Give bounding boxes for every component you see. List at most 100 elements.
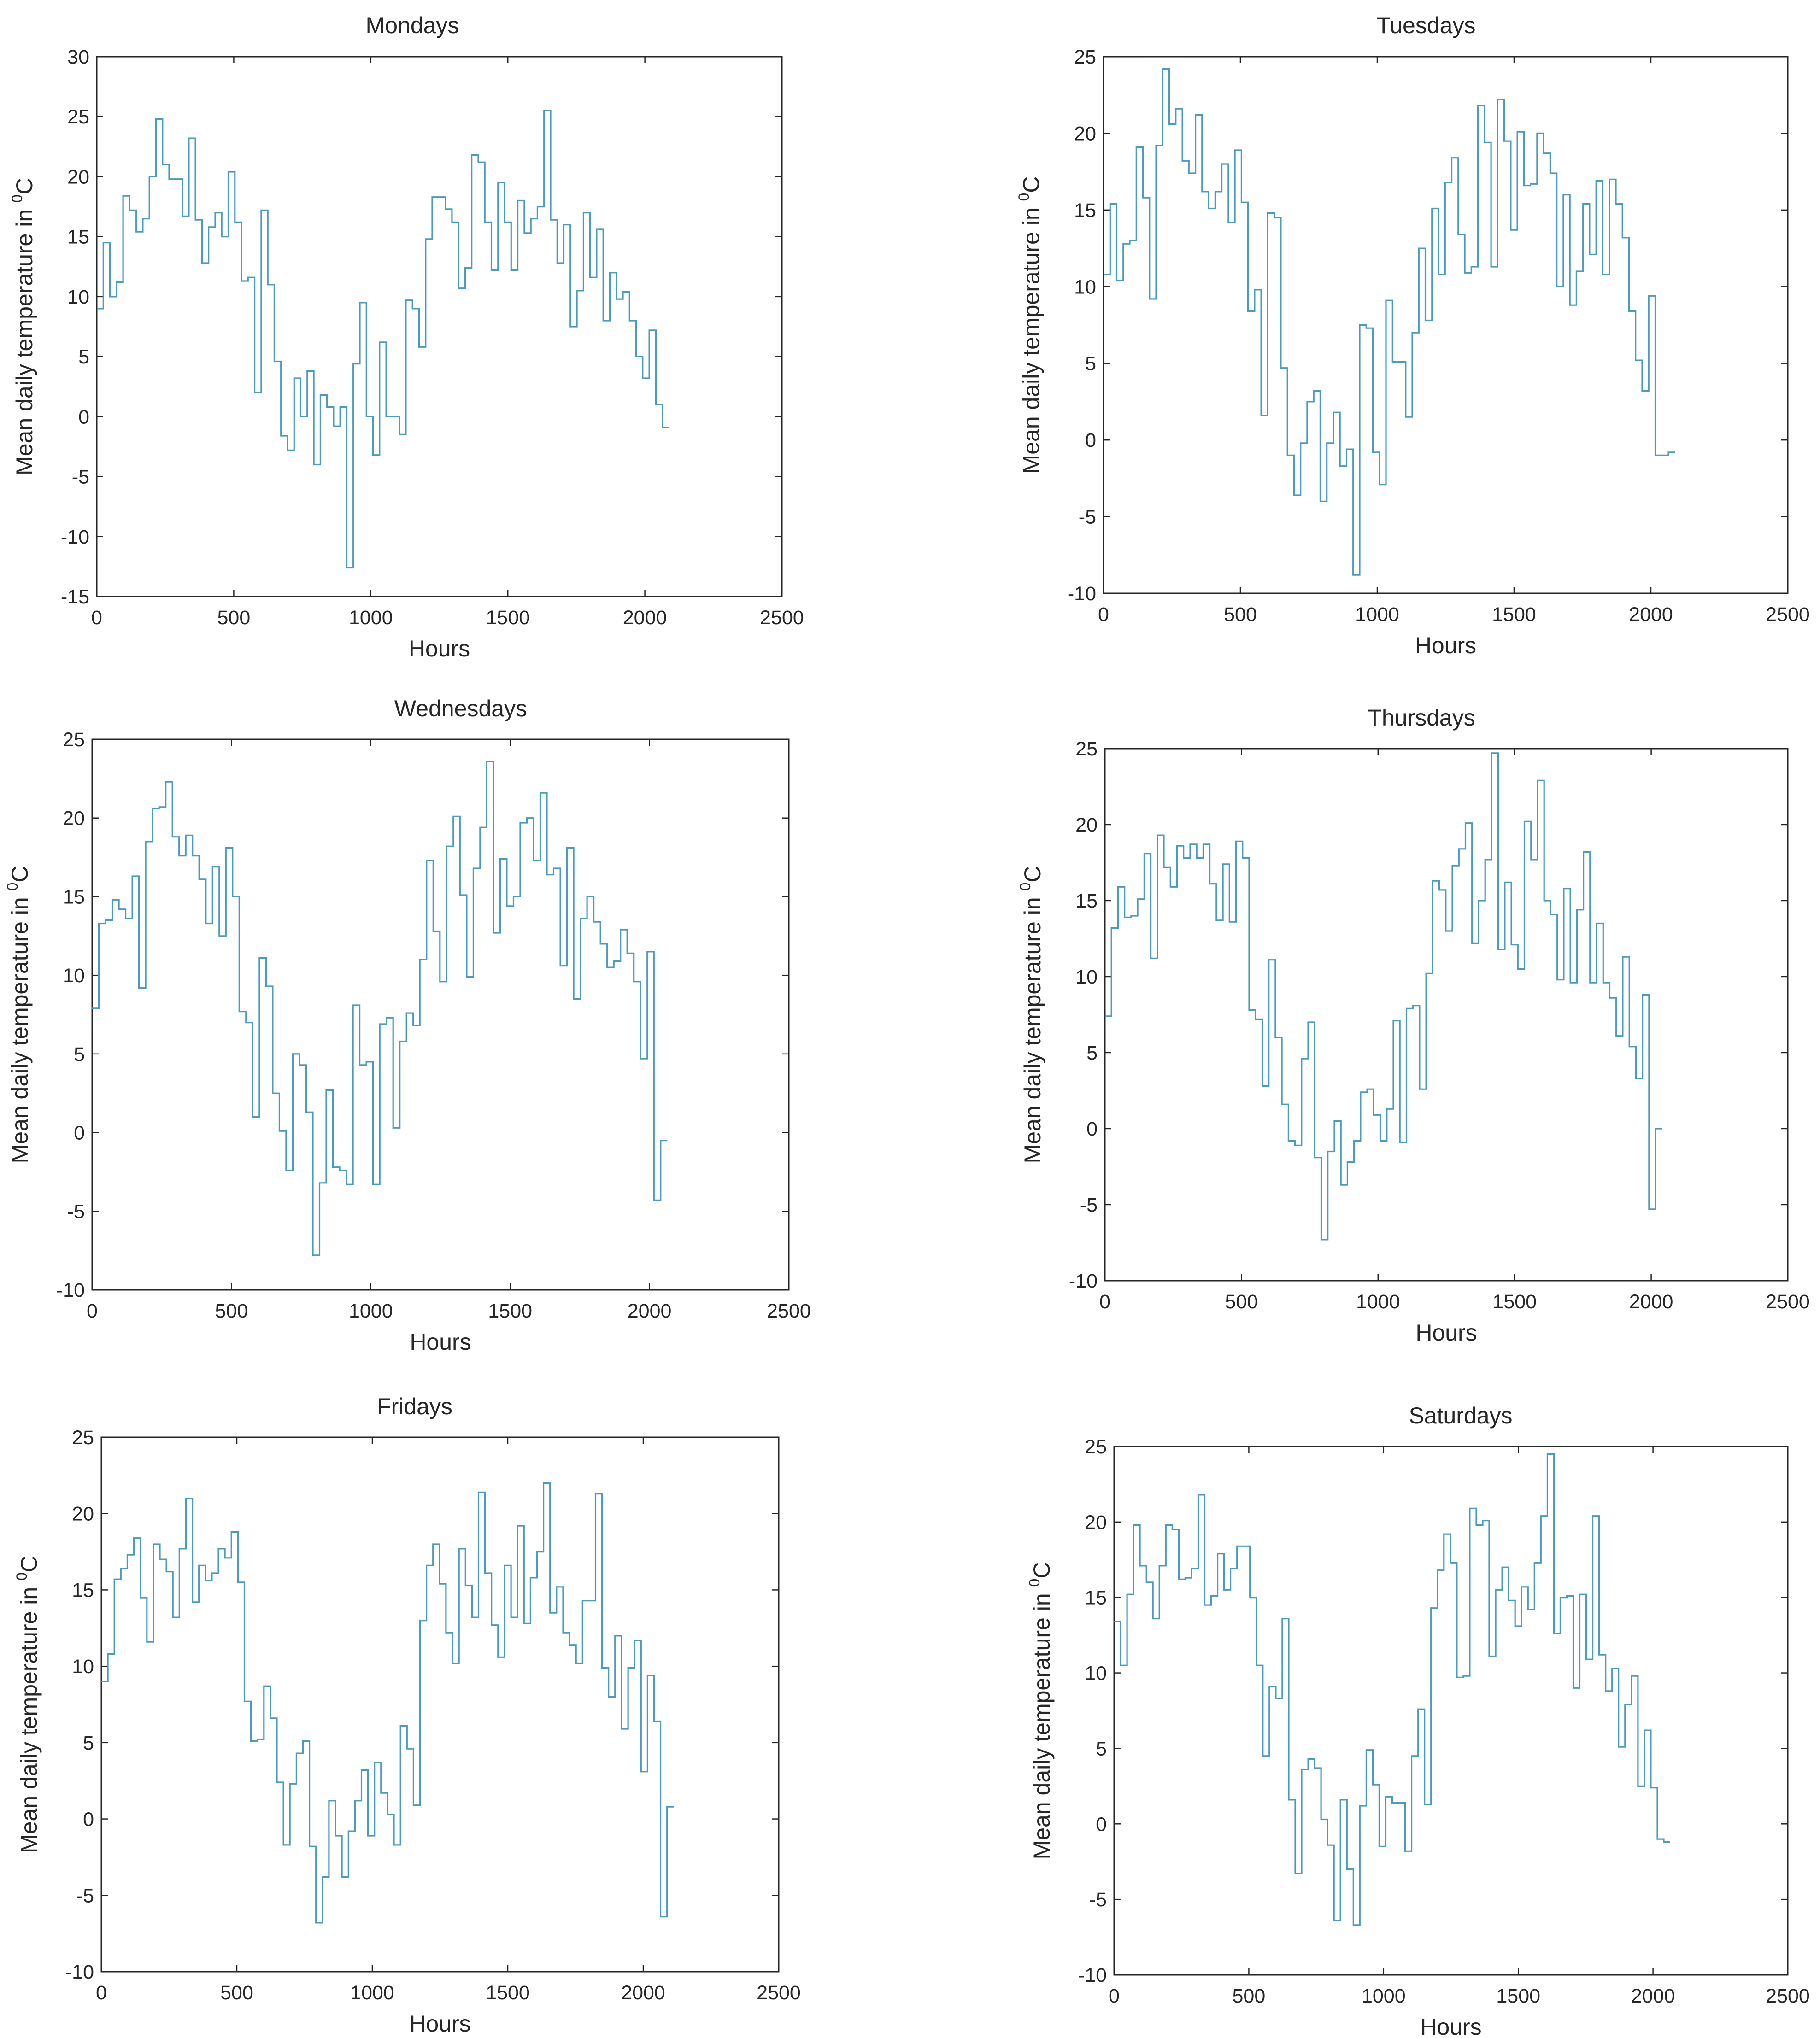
y-axis-label-unit: C (1020, 866, 1045, 883)
plot-title: Saturdays (1409, 1403, 1512, 1429)
temperature-step-line (101, 1482, 674, 1924)
y-tick-label: 25 (1074, 46, 1096, 68)
x-tick-label: 0 (1099, 1291, 1110, 1313)
y-tick-label: 15 (72, 1579, 94, 1601)
y-axis-label-text: Mean daily temperature in (1018, 201, 1044, 474)
y-axis-label-text: Mean daily temperature in (16, 1581, 42, 1853)
axes-frame (100, 1436, 780, 1973)
y-axis-label-superscript: 0 (9, 194, 25, 203)
y-tick-label: 20 (1085, 1511, 1107, 1534)
x-tick-label: 0 (96, 1982, 107, 2004)
x-tick-label: 500 (217, 607, 251, 629)
axes-frame (1104, 748, 1789, 1282)
y-tick-label: -10 (65, 1961, 94, 1983)
x-tick-label: 0 (91, 607, 102, 629)
y-tick-label: 15 (1075, 890, 1098, 912)
y-axis-label-unit: C (16, 1556, 42, 1572)
temperature-step-line (1114, 1453, 1670, 1926)
x-axis-label: Hours (1415, 1320, 1477, 1346)
x-tick-label: 2500 (1766, 1985, 1810, 2007)
x-tick-label: 1500 (1492, 1291, 1537, 1313)
x-tick-label: 1000 (1355, 603, 1399, 626)
y-tick-label: -10 (1068, 583, 1096, 605)
x-tick-label: 0 (1098, 603, 1109, 626)
y-axis-label-unit: C (1029, 1562, 1055, 1579)
y-axis-label-superscript: 0 (1017, 883, 1033, 891)
subplot-saturdays: 0 500 1000 1500 2000 2500 -10 -5 0 5 10 15 20 25 Satur… (1026, 1403, 1810, 2038)
x-tick-label: 2000 (1631, 1985, 1675, 2007)
y-axis-label-unit: C (7, 866, 33, 883)
y-tick-label: 25 (63, 729, 85, 751)
x-tick-label: 500 (1233, 1985, 1266, 2007)
x-tick-label: 2500 (767, 1300, 811, 1322)
x-tick-label: 1500 (1492, 603, 1536, 626)
y-tick-label: 5 (1085, 353, 1096, 375)
y-tick-label: 0 (78, 406, 89, 428)
y-tick-label: 10 (1085, 1663, 1107, 1685)
x-tick-label: 1000 (349, 607, 393, 629)
subplot-wednesdays: 0 500 1000 1500 2000 2500 -10 -5 0 5 10 15 20 25 Wedne… (4, 696, 811, 1355)
y-tick-label: 15 (1074, 199, 1096, 222)
x-tick-label: 1500 (1496, 1985, 1540, 2007)
x-tick-label: 1000 (349, 1300, 393, 1322)
y-axis-label-text: Mean daily temperature in (7, 890, 33, 1163)
y-tick-label: -10 (61, 526, 89, 548)
y-tick-label: 0 (74, 1122, 85, 1144)
y-tick-label: -5 (72, 466, 89, 488)
y-tick-label: 0 (1085, 429, 1096, 451)
y-axis-label: Mean daily temperature in 0C (1016, 176, 1044, 474)
y-tick-label: 20 (67, 166, 89, 188)
x-tick-label: 0 (87, 1300, 98, 1322)
x-axis-label: Hours (409, 636, 470, 662)
plot-title: Mondays (366, 12, 459, 38)
subplot-thursdays: 0 500 1000 1500 2000 2500 -10 -5 0 5 10 15 20 25 Thurs… (1017, 705, 1810, 1346)
y-tick-label: 15 (1085, 1587, 1107, 1609)
temperature-step-line (1104, 68, 1675, 576)
y-axis-label-superscript: 0 (1016, 193, 1032, 201)
y-tick-label: 20 (72, 1503, 94, 1525)
subplot-mondays: 0 500 1000 1500 2000 2500 -15 -10 -5 0 5 10 15 20 25 30… (9, 12, 804, 662)
y-tick-label: -15 (61, 586, 89, 608)
y-tick-label: 25 (67, 106, 89, 128)
x-tick-label: 2000 (1629, 1291, 1673, 1313)
y-axis-label-text: Mean daily temperature in (1020, 890, 1045, 1163)
x-tick-label: 2500 (757, 1982, 801, 2004)
y-tick-label: 10 (67, 286, 89, 308)
y-tick-label: 5 (1096, 1738, 1107, 1760)
x-axis-label: Hours (409, 2011, 470, 2037)
x-tick-label: 500 (1224, 603, 1257, 626)
x-axis-label: Hours (1420, 2014, 1481, 2038)
y-tick-label: -5 (67, 1201, 85, 1223)
y-axis-label-text: Mean daily temperature in (12, 203, 37, 475)
subplot-fridays: 0 500 1000 1500 2000 2500 -10 -5 0 5 10 15 20 25 Frida… (13, 1394, 801, 2037)
x-tick-label: 2000 (623, 607, 667, 629)
y-tick-label: 0 (1096, 1813, 1107, 1835)
y-axis-label: Mean daily temperature in 0C (1026, 1562, 1055, 1860)
y-tick-label: 25 (72, 1427, 94, 1449)
y-tick-label: -10 (1078, 1964, 1107, 1986)
y-tick-label: 15 (67, 226, 89, 248)
plot-title: Tuesdays (1377, 12, 1476, 38)
y-axis-label: Mean daily temperature in 0C (9, 178, 37, 475)
temperature-step-line (92, 761, 668, 1256)
y-tick-label: -5 (1079, 506, 1096, 528)
x-tick-label: 1500 (486, 607, 530, 629)
y-tick-label: -10 (1069, 1270, 1098, 1292)
y-axis-label-superscript: 0 (4, 883, 21, 891)
y-axis-label-unit: C (12, 178, 37, 194)
y-tick-label: 5 (83, 1732, 94, 1754)
y-axis-label: Mean daily temperature in 0C (13, 1556, 42, 1853)
y-tick-label: 5 (74, 1043, 85, 1066)
y-axis-label-superscript: 0 (1026, 1579, 1043, 1587)
y-tick-label: 10 (1075, 966, 1098, 988)
x-tick-label: 2000 (628, 1300, 672, 1322)
y-axis-label-superscript: 0 (13, 1572, 30, 1581)
y-tick-label: 25 (1075, 738, 1098, 760)
x-tick-label: 2500 (1766, 1291, 1810, 1313)
x-tick-label: 500 (1225, 1291, 1258, 1313)
y-axis-label: Mean daily temperature in 0C (1017, 866, 1045, 1164)
axes-frame (1103, 56, 1789, 594)
subplot-tuesdays: 0 500 1000 1500 2000 2500 -10 -5 0 5 10 15 20 25 Tuesd… (1016, 12, 1810, 658)
y-tick-label: 10 (1074, 276, 1096, 298)
